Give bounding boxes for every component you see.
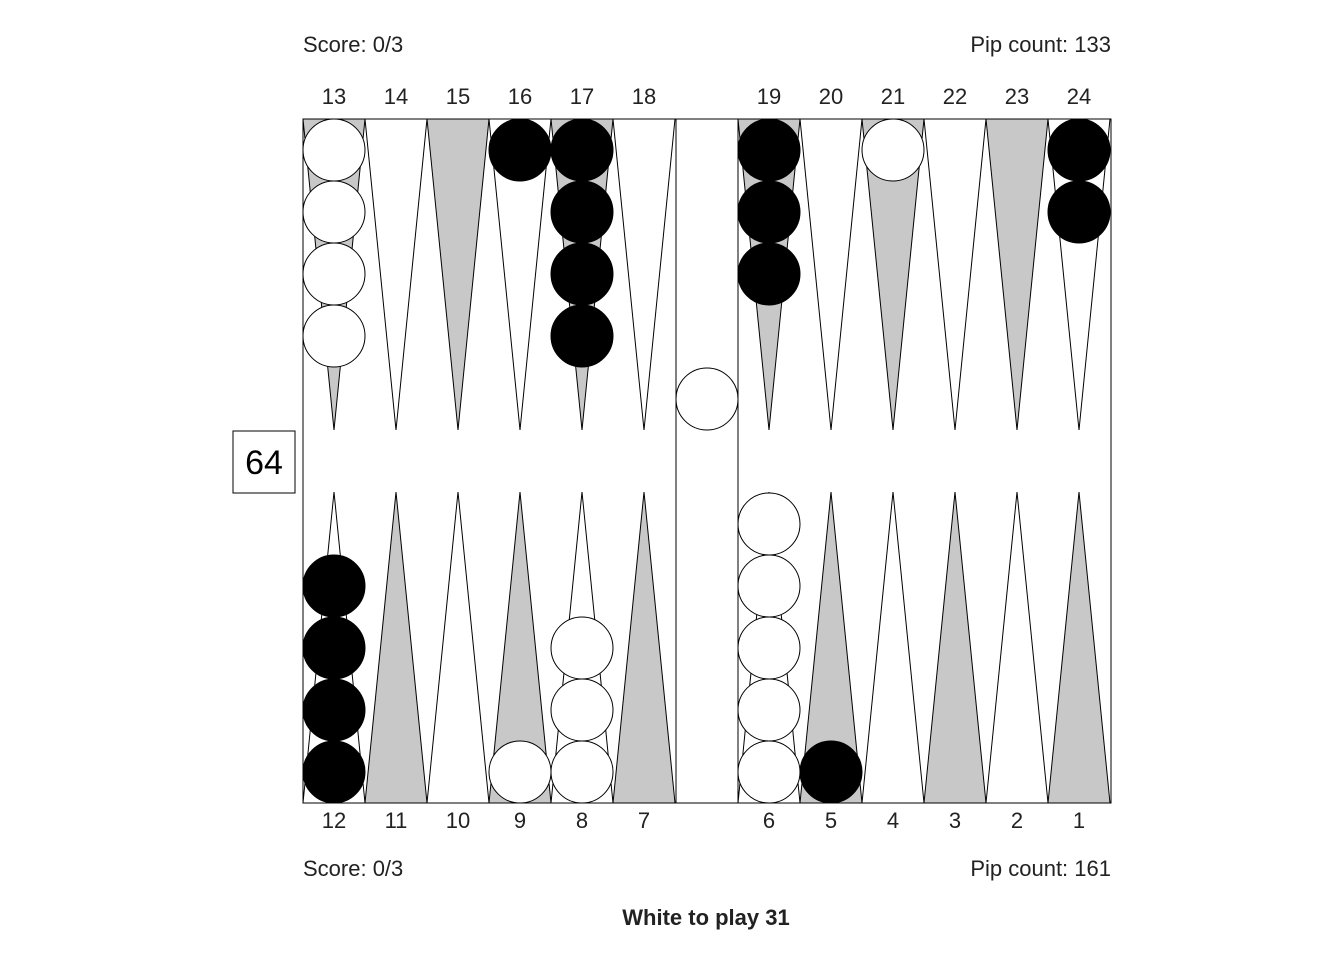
point-label-19: 19 [757, 84, 781, 109]
doubling-cube[interactable]: 64 [232, 430, 296, 494]
point-14[interactable] [364, 118, 428, 431]
point-label-15: 15 [446, 84, 470, 109]
point-label-18: 18 [632, 84, 656, 109]
white-checker-point-13[interactable] [302, 304, 366, 368]
point-label-8: 8 [576, 808, 588, 833]
point-1[interactable] [1047, 491, 1111, 804]
point-label-17: 17 [570, 84, 594, 109]
point-label-5: 5 [825, 808, 837, 833]
bottom-pip-count: Pip count: 161 [970, 856, 1111, 881]
point-label-20: 20 [819, 84, 843, 109]
point-23[interactable] [985, 118, 1049, 431]
black-checker-point-12[interactable] [302, 740, 366, 804]
point-label-23: 23 [1005, 84, 1029, 109]
black-checker-point-12[interactable] [302, 616, 366, 680]
point-label-2: 2 [1011, 808, 1023, 833]
white-checker-point-13[interactable] [302, 118, 366, 182]
point-label-12: 12 [322, 808, 346, 833]
point-label-21: 21 [881, 84, 905, 109]
point-label-16: 16 [508, 84, 532, 109]
cube-value: 64 [245, 444, 283, 482]
white-checker-point-8[interactable] [550, 678, 614, 742]
point-3[interactable] [923, 491, 987, 804]
point-4[interactable] [861, 491, 925, 804]
white-checker-point-8[interactable] [550, 740, 614, 804]
top-pip-count: Pip count: 133 [970, 32, 1111, 57]
black-checker-point-16[interactable] [488, 118, 552, 182]
point-10[interactable] [426, 491, 490, 804]
white-checker-point-6[interactable] [737, 554, 801, 618]
point-22[interactable] [923, 118, 987, 431]
black-checker-point-19[interactable] [737, 242, 801, 306]
point-label-7: 7 [638, 808, 650, 833]
white-checker-point-6[interactable] [737, 678, 801, 742]
top-score: Score: 0/3 [303, 32, 404, 57]
white-checker-bar[interactable] [675, 367, 739, 431]
point-label-13: 13 [322, 84, 346, 109]
bar[interactable] [675, 118, 739, 804]
white-checker-point-6[interactable] [737, 740, 801, 804]
point-label-14: 14 [384, 84, 408, 109]
point-label-3: 3 [949, 808, 961, 833]
point-label-9: 9 [514, 808, 526, 833]
white-checker-point-8[interactable] [550, 616, 614, 680]
black-checker-point-19[interactable] [737, 118, 801, 182]
white-checker-point-9[interactable] [488, 740, 552, 804]
black-checker-point-19[interactable] [737, 180, 801, 244]
white-checker-point-6[interactable] [737, 492, 801, 556]
point-label-1: 1 [1073, 808, 1085, 833]
point-label-6: 6 [763, 808, 775, 833]
bottom-score: Score: 0/3 [303, 856, 404, 881]
black-checker-point-17[interactable] [550, 242, 614, 306]
point-11[interactable] [364, 491, 428, 804]
point-15[interactable] [426, 118, 490, 431]
point-2[interactable] [985, 491, 1049, 804]
black-checker-point-12[interactable] [302, 554, 366, 618]
black-checker-point-17[interactable] [550, 180, 614, 244]
point-label-24: 24 [1067, 84, 1091, 109]
point-20[interactable] [799, 118, 863, 431]
point-label-10: 10 [446, 808, 470, 833]
black-checker-point-12[interactable] [302, 678, 366, 742]
black-checker-point-17[interactable] [550, 304, 614, 368]
status-line: White to play 31 [622, 905, 790, 930]
black-checker-point-5[interactable] [799, 740, 863, 804]
point-label-4: 4 [887, 808, 899, 833]
point-18[interactable] [612, 118, 676, 431]
white-checker-point-6[interactable] [737, 616, 801, 680]
point-label-22: 22 [943, 84, 967, 109]
white-checker-point-13[interactable] [302, 180, 366, 244]
black-checker-point-24[interactable] [1047, 118, 1111, 182]
point-label-11: 11 [385, 808, 408, 833]
black-checker-point-17[interactable] [550, 118, 614, 182]
white-checker-point-13[interactable] [302, 242, 366, 306]
point-7[interactable] [612, 491, 676, 804]
black-checker-point-24[interactable] [1047, 180, 1111, 244]
white-checker-point-21[interactable] [861, 118, 925, 182]
